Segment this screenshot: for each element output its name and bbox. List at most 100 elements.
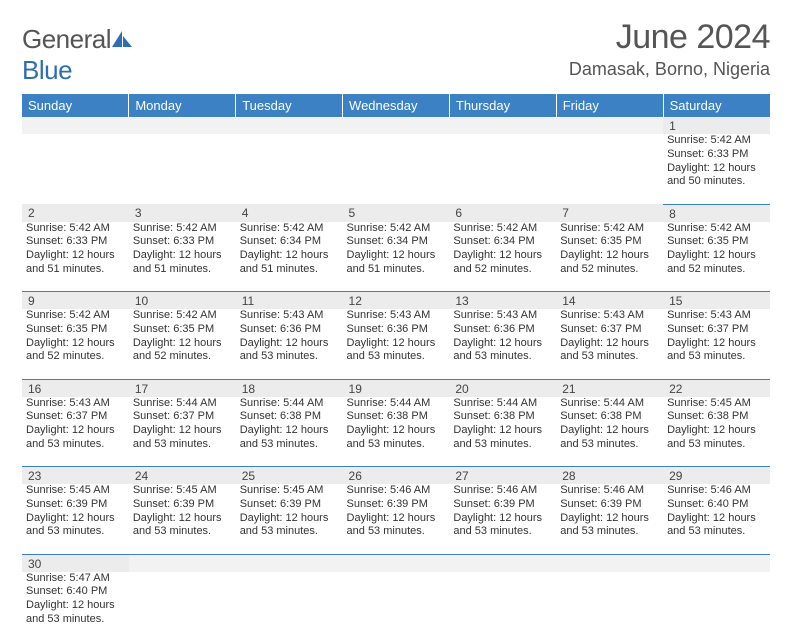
sunset-text: Sunset: 6:38 PM bbox=[667, 410, 766, 424]
day-number-row: 9101112131415 bbox=[22, 292, 770, 310]
daylight-text: Daylight: 12 hours and 53 minutes. bbox=[240, 512, 339, 540]
daylight-text: Daylight: 12 hours and 51 minutes. bbox=[133, 249, 232, 277]
daylight-text: Daylight: 12 hours and 53 minutes. bbox=[240, 424, 339, 452]
sunset-text: Sunset: 6:35 PM bbox=[560, 235, 659, 249]
day-cell: Sunrise: 5:44 AMSunset: 6:38 PMDaylight:… bbox=[236, 397, 343, 467]
day-number: 21 bbox=[556, 379, 663, 397]
day-number-row: 1 bbox=[22, 117, 770, 134]
daylight-text: Daylight: 12 hours and 53 minutes. bbox=[347, 424, 446, 452]
sunrise-text: Sunrise: 5:43 AM bbox=[347, 309, 446, 323]
sunrise-text: Sunrise: 5:42 AM bbox=[26, 309, 125, 323]
weekday-row: Sunday Monday Tuesday Wednesday Thursday… bbox=[22, 94, 770, 117]
day-cell: Sunrise: 5:45 AMSunset: 6:39 PMDaylight:… bbox=[236, 484, 343, 554]
day-cell: Sunrise: 5:45 AMSunset: 6:38 PMDaylight:… bbox=[663, 397, 770, 467]
day-number bbox=[556, 117, 663, 134]
day-number: 16 bbox=[22, 379, 129, 397]
day-number-row: 30 bbox=[22, 554, 770, 572]
day-number: 5 bbox=[343, 204, 450, 222]
daylight-text: Daylight: 12 hours and 53 minutes. bbox=[560, 337, 659, 365]
day-number: 25 bbox=[236, 467, 343, 485]
sunrise-text: Sunrise: 5:47 AM bbox=[26, 572, 125, 586]
day-cell bbox=[236, 134, 343, 204]
day-number: 29 bbox=[663, 467, 770, 485]
day-number: 12 bbox=[343, 292, 450, 310]
day-data-row: Sunrise: 5:42 AMSunset: 6:35 PM Daylight:… bbox=[22, 309, 770, 379]
sunrise-text: Sunrise: 5:42 AM bbox=[667, 222, 766, 236]
sunrise-text: Sunrise: 5:46 AM bbox=[667, 484, 766, 498]
daylight-text: Daylight: 12 hours and 53 minutes. bbox=[560, 512, 659, 540]
sail-icon bbox=[111, 30, 133, 48]
sunrise-text: Sunrise: 5:42 AM bbox=[133, 222, 232, 236]
day-data-row: Sunrise: 5:45 AM Sunset: 6:39 PM Daylight:… bbox=[22, 484, 770, 554]
sunset-text: Sunset: 6:38 PM bbox=[560, 410, 659, 424]
day-number bbox=[343, 117, 450, 134]
sunrise-text: Sunrise: 5:44 AM bbox=[560, 397, 659, 411]
daylight-text: Daylight: 12 hours and 51 minutes. bbox=[347, 249, 446, 277]
day-cell: Sunrise: 5:44 AMSunset: 6:38 PMDaylight:… bbox=[449, 397, 556, 467]
weekday-header: Tuesday bbox=[236, 94, 343, 117]
daylight-text: Daylight: 12 hours and 51 minutes. bbox=[240, 249, 339, 277]
location-subtitle: Damasak, Borno, Nigeria bbox=[569, 59, 770, 80]
sunset-text: Sunset: 6:33 PM bbox=[667, 148, 766, 162]
day-cell: Sunrise: 5:43 AMSunset: 6:36 PMDaylight:… bbox=[343, 309, 450, 379]
sunset-text: Sunset: 6:37 PM bbox=[560, 323, 659, 337]
weekday-header: Thursday bbox=[449, 94, 556, 117]
daylight-text: Daylight: 12 hours and 53 minutes. bbox=[26, 424, 125, 452]
sunset-text: Sunset: 6:39 PM bbox=[347, 498, 446, 512]
day-cell: Sunrise: 5:43 AMSunset: 6:37 PMDaylight:… bbox=[556, 309, 663, 379]
day-data-row: Sunrise: 5:43 AMSunset: 6:37 PMDaylight:… bbox=[22, 397, 770, 467]
day-number: 2 bbox=[22, 204, 129, 222]
weekday-header: Friday bbox=[556, 94, 663, 117]
day-cell: Sunrise: 5:45 AMSunset: 6:39 PMDaylight:… bbox=[22, 484, 129, 554]
day-cell: Sunrise: 5:42 AMSunset: 6:33 PMDaylight:… bbox=[129, 222, 236, 292]
sunrise-text: Sunrise: 5:46 AM bbox=[560, 484, 659, 498]
day-number bbox=[236, 554, 343, 572]
day-cell: Sunrise: 5:47 AMSunset: 6:40 PMDaylight:… bbox=[22, 572, 129, 642]
day-number-row: 23242526272829 bbox=[22, 467, 770, 485]
day-cell: Sunrise: 5:42 AMSunset: 6:35 PMDaylight:… bbox=[129, 309, 236, 379]
day-cell: Sunrise: 5:46 AMSunset: 6:39 PMDaylight:… bbox=[556, 484, 663, 554]
sunset-text: Sunset: 6:36 PM bbox=[453, 323, 552, 337]
day-cell: Sunrise: 5:42 AMSunset: 6:34 PMDaylight:… bbox=[343, 222, 450, 292]
daylight-text: Daylight: 12 hours and 51 minutes. bbox=[26, 249, 125, 277]
day-cell: Sunrise: 5:43 AMSunset: 6:37 PMDaylight:… bbox=[663, 309, 770, 379]
day-number: 13 bbox=[449, 292, 556, 310]
sunrise-text: Sunrise: 5:43 AM bbox=[26, 397, 125, 411]
day-number: 27 bbox=[449, 467, 556, 485]
sunset-text: Sunset: 6:37 PM bbox=[26, 410, 125, 424]
day-cell: Sunrise: 5:46 AMSunset: 6:39 PMDaylight:… bbox=[343, 484, 450, 554]
weekday-header: Saturday bbox=[663, 94, 770, 117]
daylight-text: Daylight: 12 hours and 53 minutes. bbox=[667, 512, 766, 540]
day-cell bbox=[556, 134, 663, 204]
calendar-head: Sunday Monday Tuesday Wednesday Thursday… bbox=[22, 94, 770, 117]
sunset-text: Sunset: 6:38 PM bbox=[240, 410, 339, 424]
day-number: 23 bbox=[22, 467, 129, 485]
day-data-row: Sunrise: 5:42 AMSunset: 6:33 PMDaylight:… bbox=[22, 134, 770, 204]
day-cell: Sunrise: 5:43 AMSunset: 6:37 PMDaylight:… bbox=[22, 397, 129, 467]
calendar-page: GeneralBlue June 2024 Damasak, Borno, Ni… bbox=[0, 0, 792, 642]
daylight-text: Daylight: 12 hours and 52 minutes. bbox=[133, 337, 232, 365]
sunset-text: Sunset: 6:35 PM bbox=[26, 323, 125, 337]
day-cell bbox=[343, 134, 450, 204]
day-number: 20 bbox=[449, 379, 556, 397]
day-number: 10 bbox=[129, 292, 236, 310]
day-number: 15 bbox=[663, 292, 770, 310]
sunrise-text: Sunrise: 5:46 AM bbox=[453, 484, 552, 498]
daylight-text: Daylight: 12 hours and 52 minutes. bbox=[453, 249, 552, 277]
sunrise-text: Sunrise: 5:43 AM bbox=[560, 309, 659, 323]
day-number: 4 bbox=[236, 204, 343, 222]
sunrise-text: Sunrise: 5:45 AM bbox=[240, 484, 339, 498]
day-data-row: Sunrise: 5:42 AMSunset: 6:33 PMDaylight:… bbox=[22, 222, 770, 292]
sunrise-text: Sunrise: 5:42 AM bbox=[240, 222, 339, 236]
sunrise-text: Sunrise: 5:44 AM bbox=[347, 397, 446, 411]
day-cell bbox=[129, 134, 236, 204]
day-cell: Sunrise: 5:42 AMSunset: 6:35 PMDaylight:… bbox=[556, 222, 663, 292]
day-cell: Sunrise: 5:44 AMSunset: 6:38 PMDaylight:… bbox=[343, 397, 450, 467]
sunset-text: Sunset: 6:35 PM bbox=[667, 235, 766, 249]
sunrise-text: Sunrise: 5:45 AM bbox=[667, 397, 766, 411]
brand-blue: Blue bbox=[22, 55, 72, 85]
day-cell: Sunrise: 5:42 AMSunset: 6:33 PMDaylight:… bbox=[22, 222, 129, 292]
day-cell: Sunrise: 5:42 AMSunset: 6:34 PMDaylight:… bbox=[236, 222, 343, 292]
daylight-text: Daylight: 12 hours and 53 minutes. bbox=[133, 424, 232, 452]
brand-general: General bbox=[22, 24, 111, 54]
